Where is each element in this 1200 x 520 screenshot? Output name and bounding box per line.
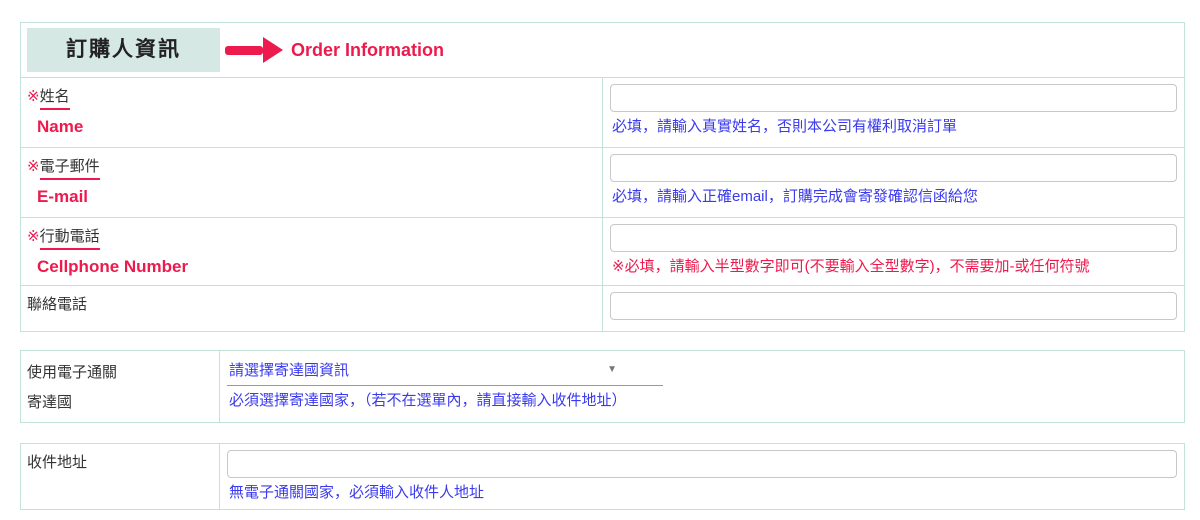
contact-phone-input[interactable] [610, 292, 1177, 320]
destination-hint: 必須選擇寄達國家，（若不在選單內，請直接輸入收件地址） [229, 392, 627, 409]
address-hint: 無電子通關國家，必須輸入收件人地址 [229, 484, 485, 501]
form-container: 訂購人資訊 Order Information ※姓名 Name [20, 22, 1185, 510]
destination-select-value: 請選擇寄達國資訊 [229, 362, 350, 379]
chevron-down-icon: ▼ [607, 363, 617, 375]
email-input[interactable] [610, 154, 1177, 182]
section-title-en: Order Information [291, 39, 445, 60]
email-row: ※電子郵件 E-mail 必填，請輸入正確email，訂購完成會寄發確認信函給您 [20, 147, 1185, 218]
cellphone-input[interactable] [610, 224, 1177, 252]
name-row: ※姓名 Name 必填，請輸入真實姓名，否則本公司有權利取消訂單 [20, 77, 1185, 148]
name-label-en: Name [37, 117, 84, 136]
cellphone-hint: ※必填，請輸入半型數字即可(不要輸入全型數字)，不需要加-或任何符號 [612, 258, 1090, 275]
required-mark: ※ [27, 88, 40, 105]
address-row: 收件地址 無電子通關國家，必須輸入收件人地址 [20, 443, 1185, 510]
spacer [20, 332, 1185, 350]
destination-country-select[interactable]: 請選擇寄達國資訊 ▼ [227, 357, 663, 386]
destination-table: 使用電子通關 寄達國 請選擇寄達國資訊 ▼ 必須選擇寄達國家，（若不在選單內，請… [20, 350, 1185, 423]
recipient-address-input[interactable] [227, 450, 1177, 478]
name-hint: 必填，請輸入真實姓名，否則本公司有權利取消訂單 [612, 118, 958, 135]
spacer [20, 423, 1185, 443]
required-mark: ※ [27, 228, 40, 245]
section-header-row: 訂購人資訊 Order Information [20, 22, 1185, 78]
contact-phone-label: 聯絡電話 [27, 296, 88, 313]
name-input[interactable] [610, 84, 1177, 112]
required-mark: ※ [27, 158, 40, 175]
section-header: 訂購人資訊 Order Information [27, 28, 1178, 72]
destination-label-line2: 寄達國 [27, 394, 73, 411]
cellphone-label: ※行動電話 [27, 225, 596, 250]
destination-row: 使用電子通關 寄達國 請選擇寄達國資訊 ▼ 必須選擇寄達國家，（若不在選單內，請… [20, 350, 1185, 423]
section-title-zh: 訂購人資訊 [27, 28, 220, 72]
email-label-en: E-mail [37, 187, 89, 206]
contact-phone-row: 聯絡電話 [20, 285, 1185, 332]
email-label: ※電子郵件 [27, 155, 596, 180]
cellphone-label-en: Cellphone Number [37, 257, 189, 276]
address-label: 收件地址 [27, 454, 88, 471]
address-table: 收件地址 無電子通關國家，必須輸入收件人地址 [20, 443, 1185, 510]
name-label: ※姓名 [27, 85, 596, 110]
red-arrow-icon [225, 37, 283, 63]
destination-label-line1: 使用電子通關 [27, 364, 118, 381]
email-hint: 必填，請輸入正確email，訂購完成會寄發確認信函給您 [612, 188, 978, 205]
orderer-info-table: 訂購人資訊 Order Information ※姓名 Name [20, 22, 1185, 332]
cellphone-row: ※行動電話 Cellphone Number ※必填，請輸入半型數字即可(不要輸… [20, 217, 1185, 286]
